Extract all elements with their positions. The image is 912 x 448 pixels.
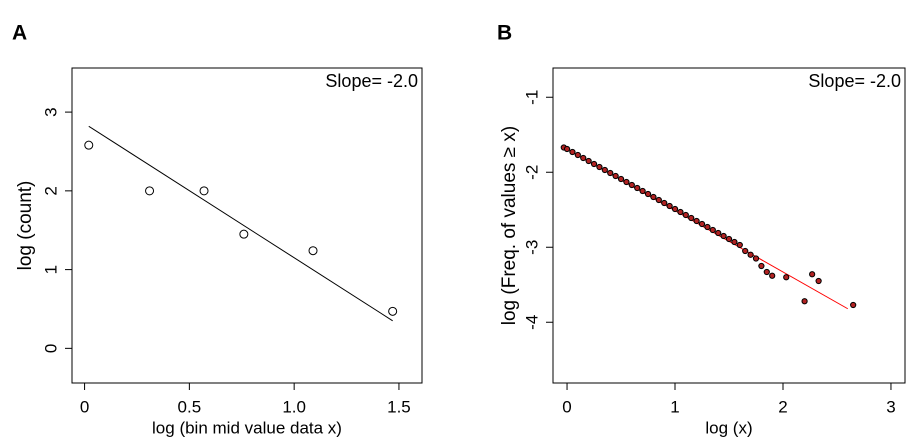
point [698, 220, 706, 228]
point [617, 175, 625, 183]
fit-line [88, 125, 393, 322]
point [596, 163, 603, 171]
y-tick-label: 3 [41, 107, 60, 116]
y-tick-label: -3 [522, 240, 541, 255]
point [677, 208, 684, 216]
point [736, 241, 743, 249]
point [628, 181, 635, 189]
plot-box [552, 67, 906, 384]
annotation: Slope= -2.0 [325, 71, 418, 91]
point [639, 187, 646, 195]
y-tick-label: 1 [41, 265, 60, 274]
point [725, 235, 733, 243]
x-tick-label: 3 [886, 397, 895, 416]
y-tick-label: -4 [522, 315, 541, 330]
point [563, 145, 571, 153]
y-axis-label: log (Freq. of values ≥ x) [499, 126, 520, 325]
annotation: Slope= -2.0 [808, 71, 901, 91]
x-axis-label: log (bin mid value data x) [152, 418, 342, 437]
point [569, 148, 576, 156]
point [145, 186, 155, 196]
point [666, 202, 673, 210]
point [688, 214, 695, 222]
point [601, 166, 608, 174]
y-tick-label: -2 [522, 165, 541, 180]
point [199, 186, 209, 196]
x-tick-label: 0 [80, 397, 89, 416]
point [585, 157, 592, 165]
point [742, 247, 749, 255]
x-tick-label: 2 [778, 397, 787, 416]
plot-box [71, 67, 423, 384]
point [783, 274, 790, 281]
point [752, 255, 760, 262]
point [801, 298, 808, 305]
point [239, 229, 249, 239]
point [763, 268, 770, 276]
point [612, 172, 619, 180]
point [644, 190, 652, 198]
point [574, 151, 581, 159]
point [747, 251, 754, 258]
point [715, 229, 722, 237]
y-tick-label: 2 [41, 186, 60, 195]
point [850, 301, 857, 309]
point [388, 306, 398, 316]
point [655, 196, 662, 204]
x-tick-label: 0 [562, 397, 571, 416]
x-tick-label: 1.5 [387, 397, 411, 416]
x-tick-label: 1.0 [282, 397, 306, 416]
y-axis-label: log (count) [15, 181, 36, 271]
point [693, 217, 700, 225]
point [580, 154, 587, 162]
point [682, 211, 689, 219]
point [84, 140, 94, 150]
point [709, 226, 716, 234]
point [815, 277, 822, 285]
point [590, 160, 598, 168]
point [308, 246, 318, 256]
point [809, 271, 816, 278]
point [769, 272, 776, 279]
point [634, 184, 641, 192]
point [720, 232, 727, 240]
point [650, 193, 657, 201]
x-axis-label: log (x) [705, 418, 752, 437]
y-tick-label: -1 [522, 90, 541, 105]
panel-label: B [497, 22, 512, 45]
y-tick-label: 0 [41, 344, 60, 353]
point [671, 205, 679, 213]
x-tick-label: 1 [670, 397, 679, 416]
point [607, 169, 614, 177]
point [731, 238, 738, 246]
x-tick-label: 0.5 [178, 397, 202, 416]
panel-label: A [12, 22, 27, 45]
point [623, 178, 630, 186]
point [661, 199, 668, 207]
point [704, 223, 711, 231]
point [758, 262, 765, 270]
